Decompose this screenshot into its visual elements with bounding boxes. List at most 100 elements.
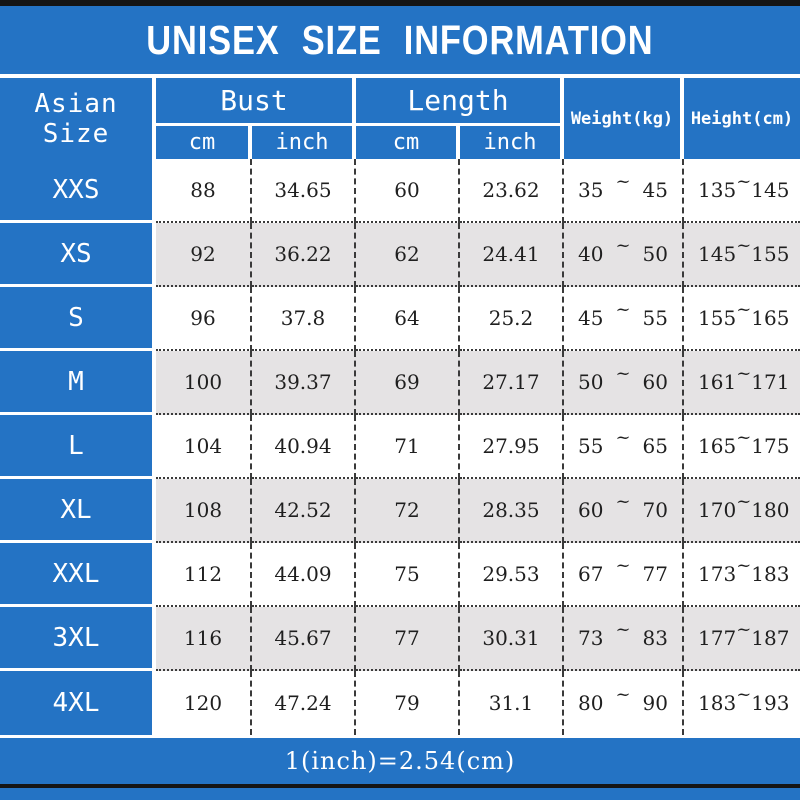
length-cm-value: 79 — [356, 671, 460, 735]
length-cm-value: 72 — [356, 479, 460, 543]
weight-range: 35 ~ 45 — [564, 159, 684, 223]
bust-cm-value: 112 — [156, 543, 252, 607]
height-range: 145 ~ 155 — [684, 223, 800, 287]
weight-range: 67 ~ 77 — [564, 543, 684, 607]
height-range: 173 ~ 183 — [684, 543, 800, 607]
size-label: XL — [0, 479, 156, 543]
bust-inch-value: 47.24 — [252, 671, 356, 735]
length-inch-value: 23.62 — [460, 159, 564, 223]
weight-min: 73 — [578, 626, 604, 650]
bottom-blue-strip — [0, 788, 800, 800]
weight-max: 83 — [642, 626, 668, 650]
size-table-body: XXS 88 34.65 60 23.62 35 ~ 45 135 ~ 145 … — [0, 159, 800, 735]
table-row: M 100 39.37 69 27.17 50 ~ 60 161 ~ 171 — [0, 351, 800, 415]
column-header-weight: Weight(kg) — [564, 78, 684, 159]
height-max: 183 — [751, 562, 790, 586]
tilde-separator: ~ — [615, 426, 631, 448]
bust-cm-value: 92 — [156, 223, 252, 287]
bust-cm-value: 100 — [156, 351, 252, 415]
tilde-separator: ~ — [615, 554, 631, 576]
length-cm-value: 75 — [356, 543, 460, 607]
height-max: 180 — [751, 498, 790, 522]
subheader-bust-inch: inch — [252, 126, 356, 159]
subheader-bust-cm: cm — [156, 126, 252, 159]
table-row: 3XL 116 45.67 77 30.31 73 ~ 83 177 ~ 187 — [0, 607, 800, 671]
weight-max: 55 — [642, 306, 668, 330]
height-min: 155 — [698, 306, 737, 330]
tilde-separator: ~ — [736, 362, 752, 384]
table-row: XS 92 36.22 62 24.41 40 ~ 50 145 ~ 155 — [0, 223, 800, 287]
table-row: XXS 88 34.65 60 23.62 35 ~ 45 135 ~ 145 — [0, 159, 800, 223]
weight-min: 50 — [578, 370, 604, 394]
height-max: 187 — [751, 626, 790, 650]
table-row: XXL 112 44.09 75 29.53 67 ~ 77 173 ~ 183 — [0, 543, 800, 607]
tilde-separator: ~ — [736, 234, 752, 256]
weight-min: 55 — [578, 434, 604, 458]
size-label: S — [0, 287, 156, 351]
length-cm-value: 60 — [356, 159, 460, 223]
tilde-separator: ~ — [736, 170, 752, 192]
height-max: 155 — [751, 242, 790, 266]
height-max: 175 — [751, 434, 790, 458]
bust-inch-value: 37.8 — [252, 287, 356, 351]
weight-min: 45 — [578, 306, 604, 330]
page-title: UNISEX SIZE INFORMATION — [146, 16, 654, 63]
bust-inch-value: 42.52 — [252, 479, 356, 543]
tilde-separator: ~ — [736, 683, 752, 705]
height-range: 165 ~ 175 — [684, 415, 800, 479]
length-inch-value: 27.17 — [460, 351, 564, 415]
subheader-length-inch: inch — [460, 126, 564, 159]
bust-cm-value: 96 — [156, 287, 252, 351]
length-inch-value: 31.1 — [460, 671, 564, 735]
length-cm-value: 62 — [356, 223, 460, 287]
table-row: S 96 37.8 64 25.2 45 ~ 55 155 ~ 165 — [0, 287, 800, 351]
tilde-separator: ~ — [736, 618, 752, 640]
table-row: 4XL 120 47.24 79 31.1 80 ~ 90 183 ~ 193 — [0, 671, 800, 735]
bust-cm-value: 120 — [156, 671, 252, 735]
length-cm-value: 71 — [356, 415, 460, 479]
bust-cm-value: 116 — [156, 607, 252, 671]
table-row: L 104 40.94 71 27.95 55 ~ 65 165 ~ 175 — [0, 415, 800, 479]
bottom-border-bar — [0, 784, 800, 788]
length-inch-value: 30.31 — [460, 607, 564, 671]
height-range: 170 ~ 180 — [684, 479, 800, 543]
bust-cm-value: 108 — [156, 479, 252, 543]
height-max: 171 — [751, 370, 790, 394]
weight-range: 73 ~ 83 — [564, 607, 684, 671]
weight-max: 77 — [642, 562, 668, 586]
table-row: XL 108 42.52 72 28.35 60 ~ 70 170 ~ 180 — [0, 479, 800, 543]
length-inch-value: 27.95 — [460, 415, 564, 479]
weight-max: 50 — [642, 242, 668, 266]
height-min: 145 — [698, 242, 737, 266]
length-inch-value: 29.53 — [460, 543, 564, 607]
size-label: M — [0, 351, 156, 415]
height-range: 155 ~ 165 — [684, 287, 800, 351]
top-border-bar — [0, 0, 800, 6]
bust-cm-value: 104 — [156, 415, 252, 479]
tilde-separator: ~ — [615, 618, 631, 640]
tilde-separator: ~ — [736, 426, 752, 448]
column-header-length: Length — [356, 78, 564, 126]
height-range: 183 ~ 193 — [684, 671, 800, 735]
weight-min: 60 — [578, 498, 604, 522]
tilde-separator: ~ — [615, 362, 631, 384]
size-table-header: Asian Size Bust Length Weight(kg) Height… — [0, 78, 800, 159]
length-inch-value: 25.2 — [460, 287, 564, 351]
height-max: 165 — [751, 306, 790, 330]
height-min: 173 — [698, 562, 737, 586]
weight-range: 50 ~ 60 — [564, 351, 684, 415]
length-cm-value: 77 — [356, 607, 460, 671]
tilde-separator: ~ — [736, 554, 752, 576]
weight-range: 60 ~ 70 — [564, 479, 684, 543]
size-label: 3XL — [0, 607, 156, 671]
divider — [0, 735, 800, 738]
bust-inch-value: 45.67 — [252, 607, 356, 671]
tilde-separator: ~ — [615, 490, 631, 512]
tilde-separator: ~ — [736, 298, 752, 320]
height-min: 183 — [698, 691, 737, 715]
bust-inch-value: 39.37 — [252, 351, 356, 415]
weight-min: 67 — [578, 562, 604, 586]
height-range: 161 ~ 171 — [684, 351, 800, 415]
tilde-separator: ~ — [615, 298, 631, 320]
